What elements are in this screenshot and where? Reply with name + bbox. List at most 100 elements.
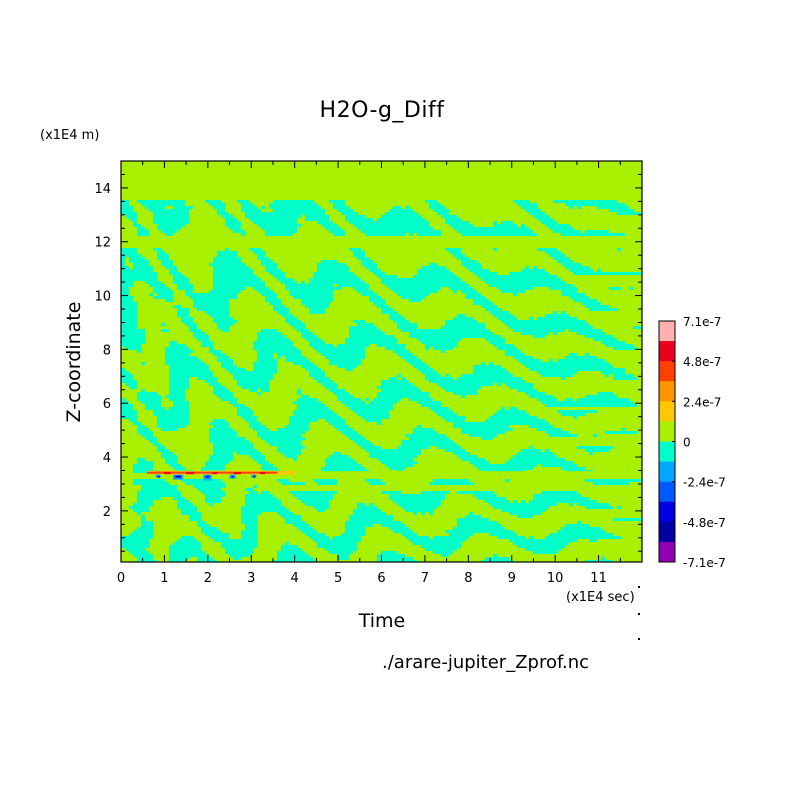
- contour-cell: [285, 320, 301, 323]
- anomaly-cell: [205, 475, 210, 478]
- contour-cell: [365, 233, 405, 236]
- contour-cell: [477, 275, 557, 278]
- contour-cell: [569, 296, 589, 299]
- colorbar-segment: [659, 421, 675, 442]
- contour-cell: [213, 278, 261, 281]
- x-tick-label: 1: [160, 571, 168, 586]
- contour-cell: [209, 422, 229, 425]
- contour-cell: [261, 206, 265, 209]
- contour-cell: [121, 293, 129, 296]
- contour-cell: [121, 257, 125, 260]
- contour-cell: [305, 218, 329, 221]
- contour-cell: [337, 557, 349, 560]
- contour-cell: [345, 521, 401, 524]
- contour-cell: [285, 542, 289, 545]
- contour-cell: [453, 422, 549, 425]
- contour-cell: [533, 551, 557, 554]
- contour-cell: [545, 431, 569, 434]
- contour-cell: [169, 344, 185, 347]
- colorbar-label: -7.1e-7: [683, 556, 726, 570]
- contour-cell: [149, 209, 189, 212]
- contour-cell: [413, 431, 437, 434]
- contour-cell: [265, 266, 277, 269]
- contour-cell: [157, 293, 173, 296]
- contour-cell: [121, 317, 137, 320]
- contour-cell: [481, 362, 485, 365]
- contour-cell: [389, 377, 397, 380]
- contour-cell: [245, 524, 257, 527]
- contour-cell: [133, 482, 169, 485]
- contour-cell: [321, 467, 365, 470]
- contour-cell: [473, 299, 489, 302]
- contour-cell: [137, 398, 161, 401]
- contour-cell: [217, 395, 233, 398]
- contour-cell: [485, 338, 505, 341]
- contour-cell: [541, 464, 577, 467]
- contour-cell: [369, 452, 421, 455]
- contour-cell: [217, 326, 229, 329]
- contour-cell: [197, 338, 209, 341]
- contour-cell: [405, 206, 409, 209]
- contour-cell: [157, 254, 169, 257]
- contour-cell: [205, 494, 225, 497]
- contour-cell: [365, 449, 421, 452]
- contour-cell: [209, 437, 245, 440]
- contour-cell: [121, 416, 137, 419]
- contour-cell: [121, 542, 149, 545]
- contour-cell: [377, 395, 429, 398]
- colorbar-segment: [659, 321, 675, 342]
- contour-cell: [289, 491, 337, 494]
- contour-cell: [165, 347, 189, 350]
- contour-cell: [473, 371, 509, 374]
- contour-cell: [265, 230, 297, 233]
- contour-cell: [185, 482, 225, 485]
- contour-cell: [241, 518, 257, 521]
- contour-cell: [393, 206, 401, 209]
- contour-cell: [621, 428, 625, 431]
- contour-cell: [577, 521, 581, 524]
- contour-cell: [473, 368, 505, 371]
- contour-cell: [545, 449, 549, 452]
- contour-cell: [353, 410, 389, 413]
- contour-cell: [489, 284, 573, 287]
- contour-cell: [553, 311, 557, 314]
- contour-cell: [369, 296, 381, 299]
- contour-cell: [189, 326, 197, 329]
- contour-cell: [345, 341, 397, 344]
- contour-cell: [365, 479, 381, 482]
- contour-cell: [137, 557, 153, 560]
- anomaly-cell: [212, 472, 218, 475]
- contour-cell: [273, 305, 285, 308]
- contour-cell: [237, 380, 269, 383]
- contour-cell: [329, 551, 353, 554]
- contour-cell: [537, 317, 577, 320]
- contour-cell: [605, 344, 633, 347]
- contour-cell: [245, 497, 277, 500]
- contour-cell: [145, 281, 161, 284]
- contour-cell: [497, 536, 525, 539]
- contour-cell: [293, 524, 309, 527]
- contour-cell: [473, 494, 497, 497]
- contour-cell: [489, 416, 537, 419]
- contour-cell: [553, 230, 581, 233]
- contour-cell: [397, 323, 417, 326]
- contour-cell: [457, 230, 533, 233]
- contour-cell: [585, 230, 609, 233]
- contour-cell: [121, 269, 153, 272]
- contour-cell: [213, 260, 241, 263]
- contour-cell: [333, 392, 349, 395]
- contour-cell: [485, 281, 565, 284]
- contour-cell: [257, 392, 261, 395]
- contour-cell: [561, 467, 585, 470]
- contour-cell: [229, 371, 277, 374]
- contour-cell: [141, 401, 161, 404]
- contour-cell: [545, 314, 569, 317]
- contour-cell: [525, 392, 545, 395]
- contour-cell: [121, 203, 129, 206]
- contour-cell: [593, 434, 597, 437]
- contour-cell: [357, 227, 433, 230]
- contour-cell: [317, 380, 333, 383]
- contour-cell: [205, 500, 221, 503]
- contour-cell: [269, 206, 321, 209]
- contour-cell: [225, 218, 237, 221]
